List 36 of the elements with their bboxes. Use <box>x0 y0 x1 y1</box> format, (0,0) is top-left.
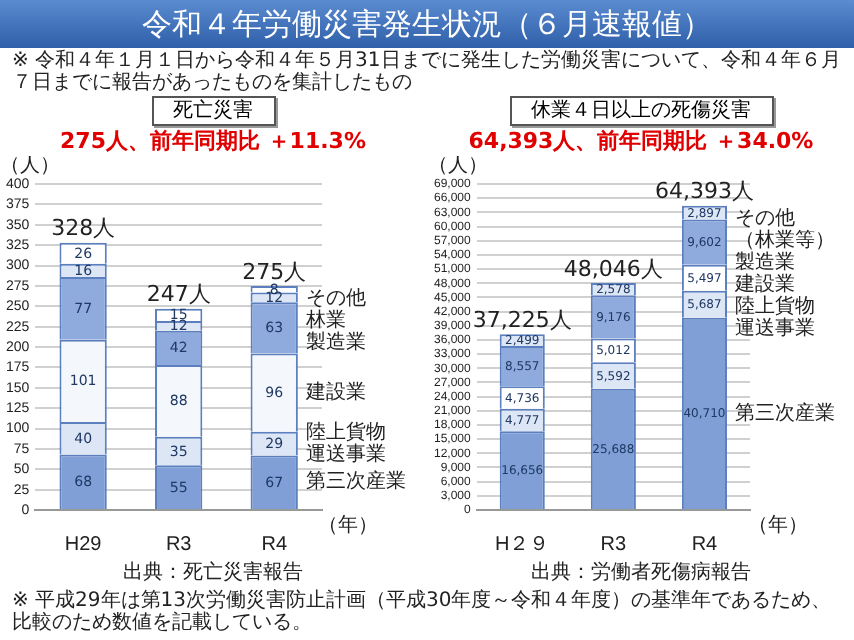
total-label: 48,046人 <box>563 255 663 282</box>
series-label: 第三次産業 <box>735 400 835 425</box>
text: ※ 平成29年は第13次労働災害防止計画（平成30年度～令和４年度）の基準年であるため、比較のため数値を記載している。 <box>12 590 834 634</box>
total-label: 37,225人 <box>472 306 572 333</box>
series-label: 陸上貨物運送事業 <box>735 293 815 340</box>
x-tick-label: H29 <box>64 533 103 556</box>
x-tick-label: H２９ <box>495 533 550 556</box>
total-label: 247人 <box>146 281 211 308</box>
x-axis-title: （年） <box>318 513 379 538</box>
y-axis-title: （人） <box>0 155 60 178</box>
total-label: 64,393人 <box>654 178 754 205</box>
x-tick-label: R3 <box>165 533 193 556</box>
series-label: 製造業 <box>305 330 366 355</box>
chart-title: 休業４日以上の死傷災害 <box>509 96 773 126</box>
text: ※ 令和４年１月１日から令和４年５月31日までに発生した労働災害について、令和４年６月７日までに報告があったものを集計したもの <box>12 50 842 94</box>
series-label: 林業 <box>303 308 346 333</box>
x-tick-label: R4 <box>691 533 719 556</box>
source-note: 出典：労働者死傷病報告 <box>529 562 753 584</box>
series-label: 第三次産業 <box>305 469 406 494</box>
chart-title: 死亡災害 <box>151 96 275 126</box>
series-label: 建設業 <box>733 271 795 296</box>
series-label: その他（林業等） <box>735 205 835 252</box>
x-axis-title: （年） <box>748 513 809 538</box>
total-label: 275人 <box>242 258 307 285</box>
x-tick-label: R3 <box>600 533 627 556</box>
series-label: 製造業 <box>735 249 795 274</box>
text: 令和４年労働災害発生状況（６月速報値） <box>0 0 854 48</box>
x-tick-label: R4 <box>261 533 288 556</box>
chart-subtitle: 275人、前年同期比 ＋11.3% <box>58 128 368 154</box>
chart-subtitle: 64,393人、前年同期比 ＋34.0% <box>467 128 816 154</box>
series-label: 建設業 <box>303 379 366 404</box>
series-label: 陸上貨物運送事業 <box>305 419 386 466</box>
source-note: 出典：死亡災害報告 <box>121 562 305 584</box>
total-label: 328人 <box>51 215 116 242</box>
series-label: その他 <box>305 286 366 311</box>
y-axis-title: （人） <box>428 155 488 178</box>
